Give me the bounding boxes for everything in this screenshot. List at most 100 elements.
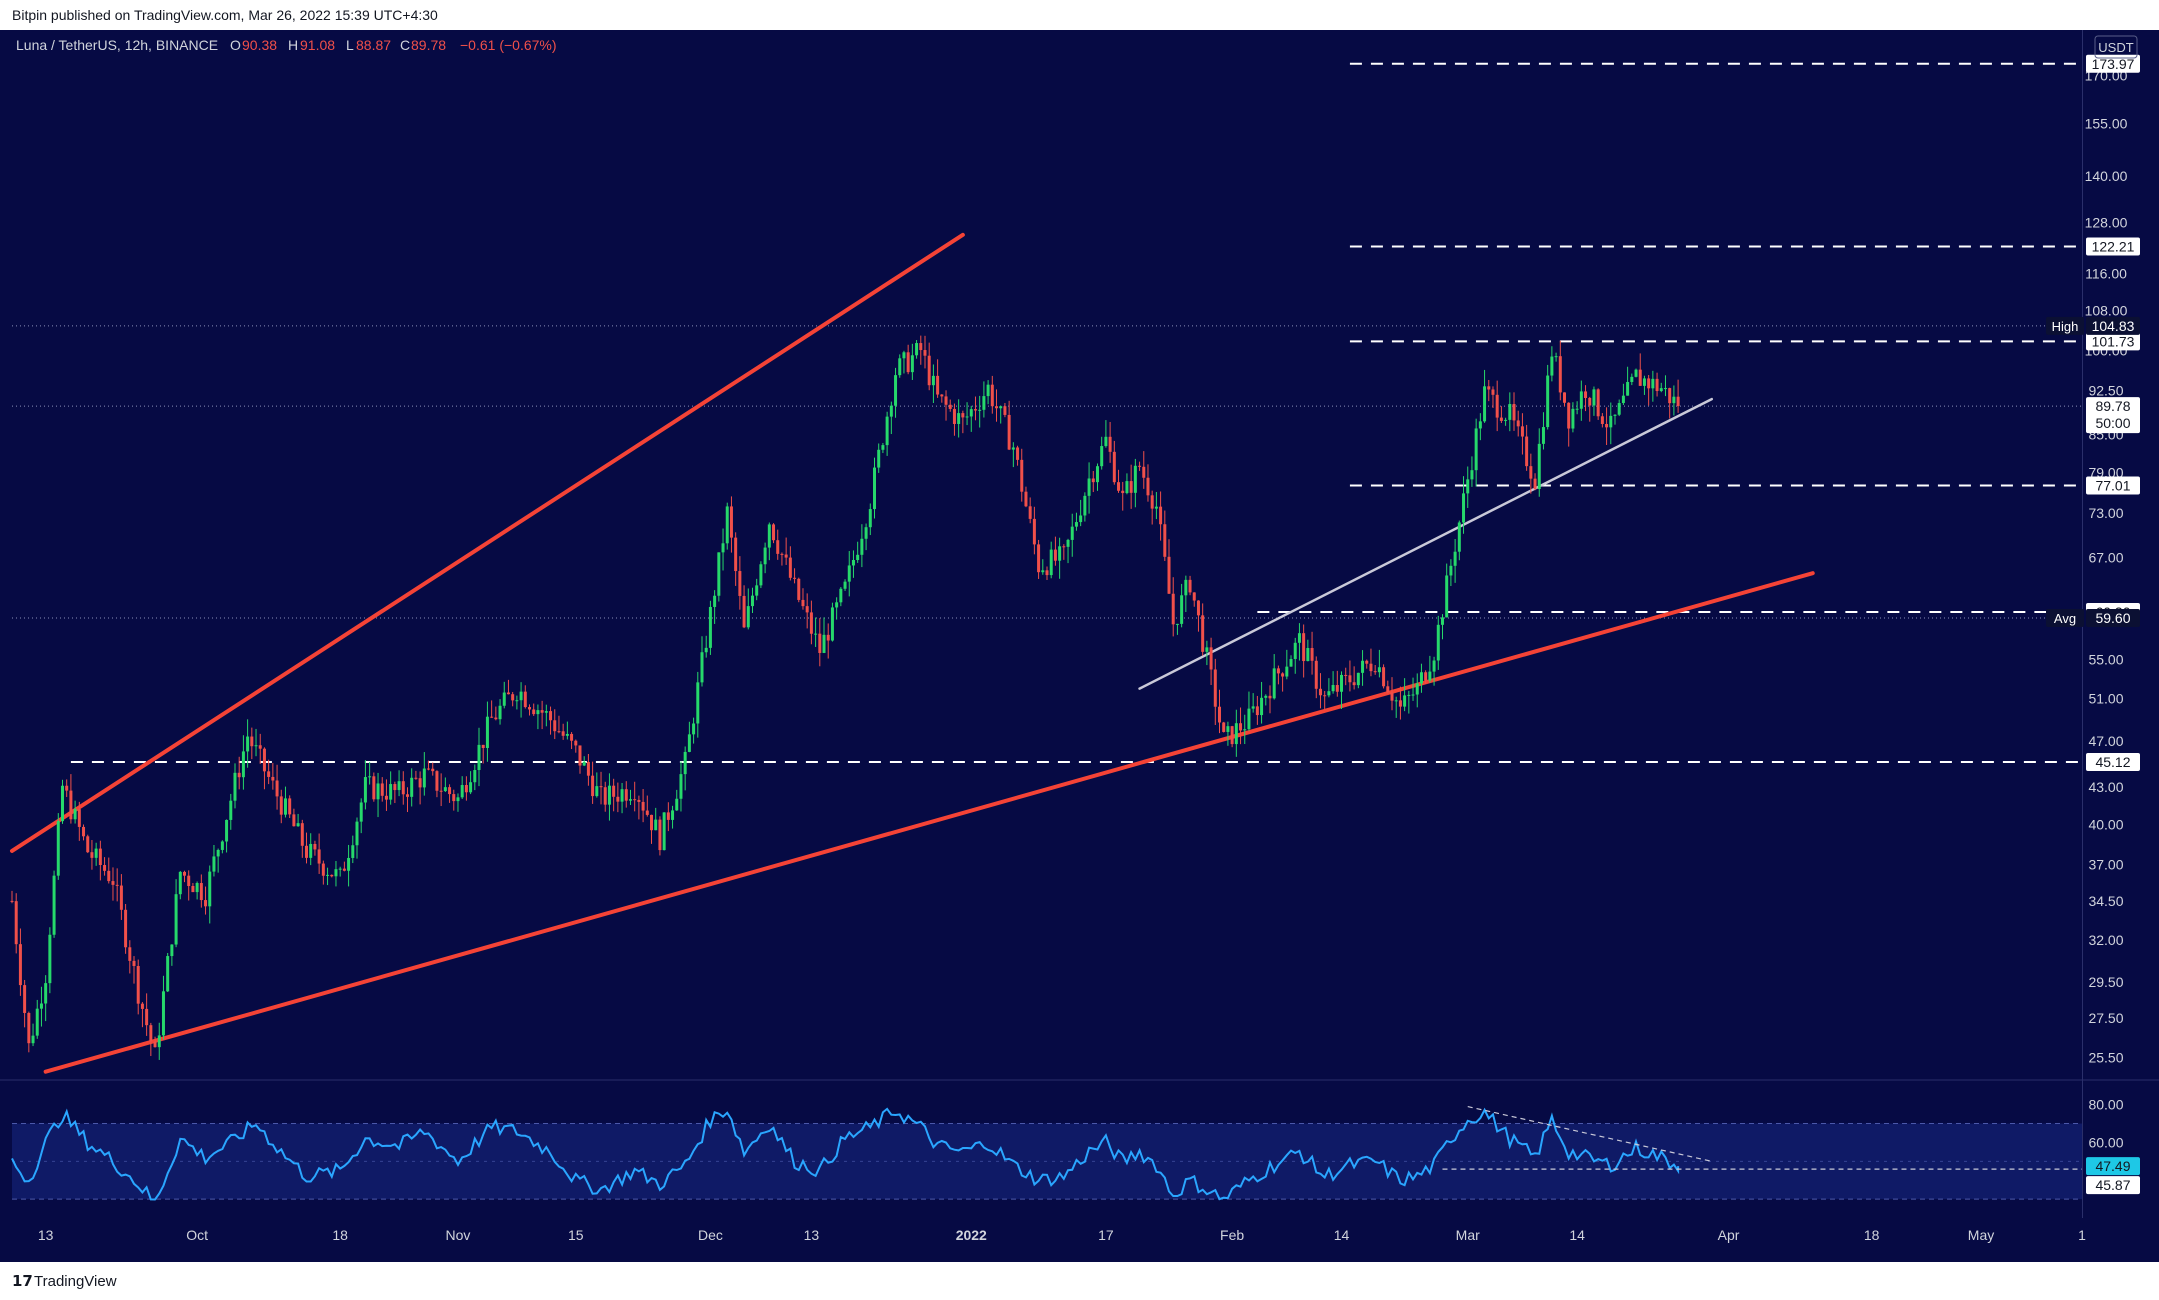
candle-down: [1159, 506, 1163, 525]
candle-up: [868, 509, 872, 528]
candle-down: [18, 944, 22, 986]
candle-down: [1117, 482, 1121, 491]
tradingview-logo-text: TradingView: [34, 1273, 117, 1290]
candle-down: [132, 960, 136, 967]
time-tick-label: 14: [1334, 1227, 1350, 1243]
stat-name-box: [2046, 316, 2084, 335]
candle-up: [397, 781, 401, 791]
candle-up: [368, 776, 372, 778]
candle-up: [1659, 388, 1663, 392]
candle-down: [128, 947, 132, 961]
candle-up: [1175, 623, 1179, 625]
candle-up: [1331, 685, 1335, 692]
candle-down: [384, 795, 388, 800]
candle-down: [1525, 436, 1529, 467]
candle-up: [1293, 642, 1297, 659]
candle-up: [1419, 672, 1423, 684]
candle-up: [1377, 667, 1381, 673]
candle-up: [174, 894, 178, 945]
close-label: C: [400, 37, 410, 53]
candle-up: [628, 799, 632, 801]
candle-up: [1575, 408, 1579, 410]
currency-button[interactable]: USDT: [2094, 35, 2138, 59]
price-tick-label: 155.00: [2085, 116, 2128, 132]
candle-down: [481, 744, 485, 748]
candle-up: [986, 384, 990, 397]
candle-down: [1373, 671, 1377, 673]
candle-down: [1424, 672, 1428, 681]
candle-up: [957, 413, 961, 424]
candle-up: [1011, 447, 1015, 450]
candle-down: [111, 881, 115, 885]
candle-down: [199, 883, 203, 901]
candle-up: [894, 375, 898, 406]
candle-up: [713, 595, 717, 607]
tradingview-logo[interactable]: 𝟭𝟳 TradingView: [12, 1272, 142, 1292]
candle-down: [738, 571, 742, 596]
candle-up: [35, 1008, 39, 1036]
price-tick-label: 43.00: [2088, 779, 2123, 795]
time-tick-label: Apr: [1718, 1227, 1740, 1243]
candle-up: [1462, 493, 1466, 523]
candle-down: [944, 396, 948, 405]
candle-up: [1260, 697, 1264, 716]
candle-up: [856, 554, 860, 561]
attribution-text: Bitpin published on TradingView.com, Mar…: [0, 0, 2159, 30]
candle-down: [153, 1041, 157, 1048]
candle-up: [1184, 579, 1188, 596]
level-tag-box: [2086, 237, 2140, 256]
candle-down: [570, 733, 574, 741]
candle-down: [1529, 466, 1533, 479]
candle-down: [1016, 447, 1020, 460]
candle-up: [582, 761, 586, 766]
candle-up: [233, 772, 237, 801]
candle-up: [889, 405, 893, 417]
candle-down: [1365, 660, 1369, 664]
candle-up: [309, 843, 313, 858]
candle-down: [372, 776, 376, 800]
candle-down: [990, 384, 994, 407]
candle-down: [1499, 417, 1503, 421]
candle-down: [1192, 592, 1196, 601]
candle-down: [574, 740, 578, 746]
rsi-tick-label: 60.00: [2088, 1134, 2123, 1150]
candle-up: [473, 770, 477, 783]
candle-down: [103, 865, 107, 871]
candle-up: [1104, 436, 1108, 447]
candle-up: [351, 845, 355, 858]
candle-down: [1163, 524, 1167, 557]
candle-down: [27, 1012, 31, 1044]
candle-up: [359, 802, 363, 822]
candle-down: [1255, 706, 1259, 716]
candle-down: [633, 799, 637, 801]
candle-up: [687, 734, 691, 752]
candle-up: [721, 543, 725, 553]
candle-down: [1024, 491, 1028, 507]
level-tag-box: [2086, 753, 2140, 772]
candle-up: [1546, 375, 1550, 428]
candle-up: [1247, 708, 1251, 730]
candle-up: [1394, 700, 1398, 702]
candle-down: [1491, 389, 1495, 395]
candle-down: [784, 554, 788, 558]
candle-down: [923, 350, 927, 356]
candle-down: [380, 783, 384, 796]
candle-down: [818, 633, 822, 653]
candle-up: [969, 409, 973, 417]
candle-down: [641, 801, 645, 811]
candle-up: [1049, 549, 1053, 576]
stat-name-box: [2046, 609, 2084, 628]
candle-down: [952, 408, 956, 424]
last-price-box: [2086, 397, 2140, 434]
price-tick-label: 140.00: [2085, 168, 2128, 184]
candle-up: [456, 797, 460, 802]
candle-up: [1133, 465, 1137, 493]
candle-up: [1041, 570, 1045, 573]
candle-up: [1571, 408, 1575, 429]
candle-up: [565, 733, 569, 736]
candle-up: [877, 449, 881, 468]
price-tick-label: 27.50: [2088, 1010, 2123, 1026]
candle-up: [847, 565, 851, 582]
candle-up: [1651, 378, 1655, 389]
candle-down: [262, 748, 266, 772]
